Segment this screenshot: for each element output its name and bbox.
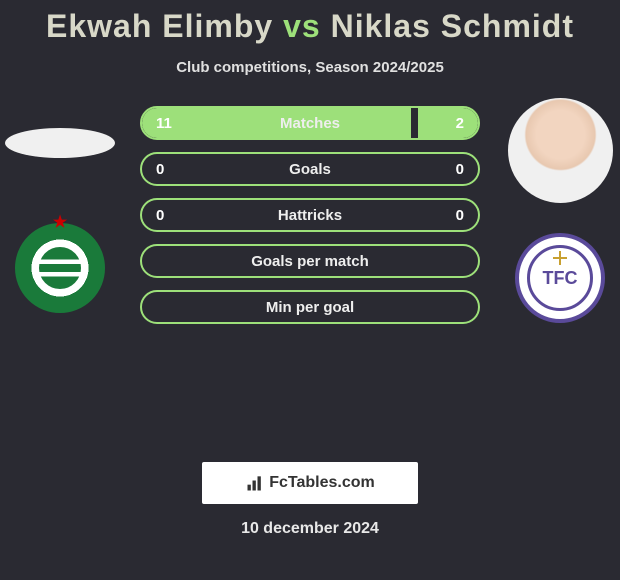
stat-bar: 11Matches2 (140, 106, 480, 140)
stat-value-right: 2 (428, 115, 478, 132)
stat-bar: Goals per match (140, 244, 480, 278)
player2-club-badge: TFC (515, 233, 605, 323)
branding-text: FcTables.com (269, 474, 375, 492)
branding-badge: FcTables.com (202, 462, 418, 504)
stat-value-right: 0 (428, 161, 478, 178)
player1-club-badge (15, 223, 105, 313)
player2-avatar (508, 98, 613, 203)
stat-value-left: 11 (142, 115, 192, 132)
stat-value-left: 0 (142, 207, 192, 224)
stat-bar: Min per goal (140, 290, 480, 324)
stat-label: Goals (192, 161, 428, 178)
stat-value-right: 0 (428, 207, 478, 224)
comparison-date: 10 december 2024 (0, 520, 620, 538)
subtitle: Club competitions, Season 2024/2025 (0, 59, 620, 76)
title-vs: vs (283, 8, 321, 44)
title-player1: Ekwah Elimby (46, 8, 273, 44)
stat-label: Min per goal (192, 299, 428, 316)
stat-label: Goals per match (192, 253, 428, 270)
stat-bar: 0Goals0 (140, 152, 480, 186)
player1-avatar (5, 128, 115, 158)
bar-chart-icon (245, 473, 265, 493)
comparison-title: Ekwah Elimby vs Niklas Schmidt (0, 0, 620, 45)
tfc-badge-text: TFC (527, 245, 593, 311)
right-player-column: TFC (500, 98, 620, 323)
title-player2: Niklas Schmidt (331, 8, 574, 44)
stat-bars: 11Matches20Goals00Hattricks0Goals per ma… (140, 106, 480, 324)
asse-stripes-icon (35, 243, 85, 293)
stat-label: Matches (192, 115, 428, 132)
left-player-column (0, 98, 120, 313)
stat-value-left: 0 (142, 161, 192, 178)
comparison-content: TFC 11Matches20Goals00Hattricks0Goals pe… (0, 106, 620, 446)
stat-bar: 0Hattricks0 (140, 198, 480, 232)
stat-label: Hattricks (192, 207, 428, 224)
